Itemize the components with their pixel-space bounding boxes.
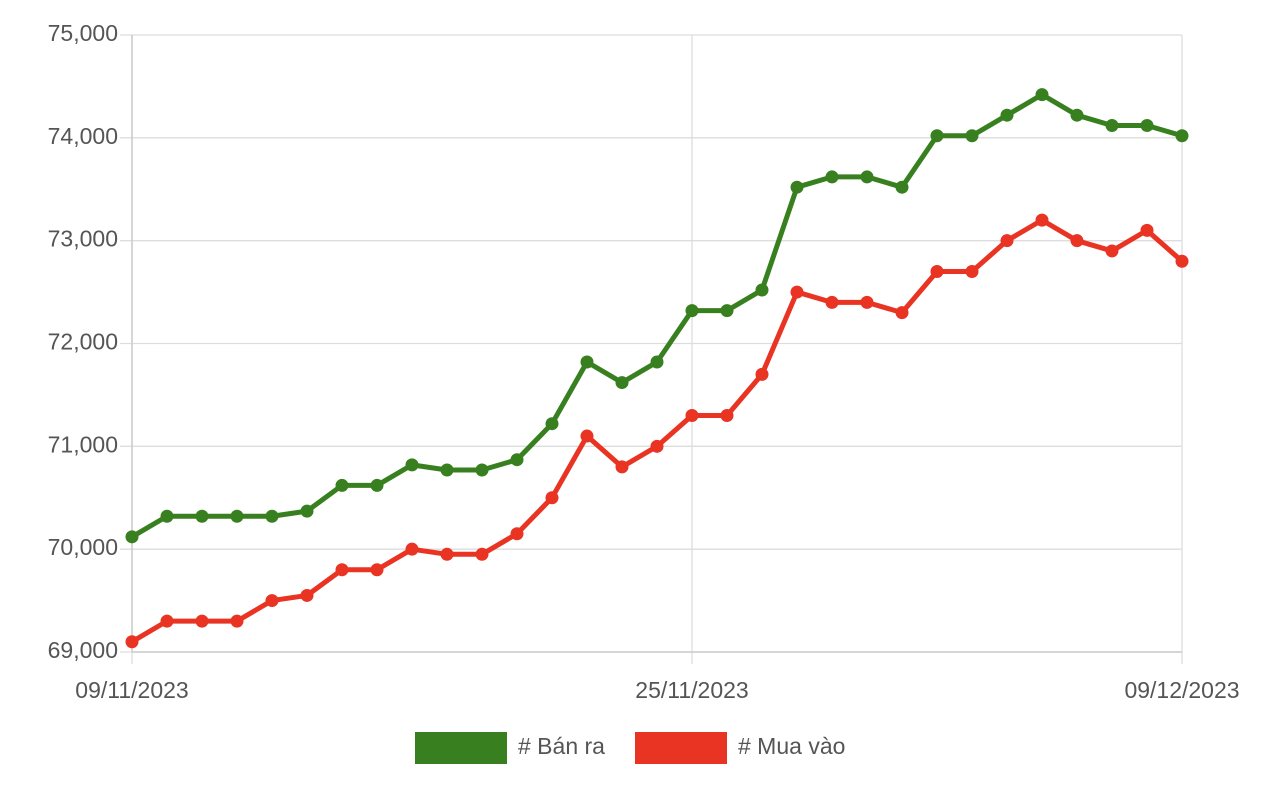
- data-point: [860, 170, 874, 184]
- data-point: [755, 367, 769, 381]
- legend-label: # Bán ra: [518, 733, 605, 759]
- data-point: [475, 463, 489, 477]
- data-point: [300, 504, 314, 518]
- data-point: [300, 588, 314, 602]
- data-point: [930, 129, 944, 143]
- data-point: [1070, 234, 1084, 248]
- data-point: [1140, 223, 1154, 237]
- x-tick-label: 25/11/2023: [635, 677, 748, 703]
- series-line: [130, 217, 1184, 644]
- data-point: [685, 408, 699, 422]
- data-point: [755, 283, 769, 297]
- data-point: [615, 460, 629, 474]
- data-point: [1105, 244, 1119, 258]
- data-point: [440, 463, 454, 477]
- data-point: [160, 614, 174, 628]
- data-point: [930, 265, 944, 279]
- y-tick-label: 71,000: [48, 431, 118, 457]
- y-tick-label: 75,000: [48, 20, 118, 46]
- data-point: [475, 547, 489, 561]
- data-point: [650, 439, 664, 453]
- data-point: [335, 563, 349, 577]
- data-point: [580, 355, 594, 369]
- data-point: [195, 509, 209, 523]
- data-point: [1000, 234, 1014, 248]
- data-point: [125, 635, 139, 649]
- x-tick-label: 09/12/2023: [1124, 677, 1239, 703]
- y-tick-label: 73,000: [48, 226, 118, 252]
- data-point: [650, 355, 664, 369]
- data-point: [1175, 254, 1189, 268]
- y-tick-label: 70,000: [48, 534, 118, 560]
- data-point: [405, 458, 419, 472]
- data-point: [790, 285, 804, 299]
- data-point: [1175, 129, 1189, 143]
- data-point: [720, 408, 734, 422]
- data-point: [370, 563, 384, 577]
- data-point: [265, 509, 279, 523]
- y-tick-label: 69,000: [48, 637, 118, 663]
- data-point: [720, 304, 734, 318]
- series-line: [130, 92, 1183, 539]
- legend-swatch: [635, 732, 727, 764]
- y-tick-label: 74,000: [48, 123, 118, 149]
- data-point: [405, 542, 419, 556]
- data-point: [545, 417, 559, 431]
- data-point: [1035, 213, 1049, 227]
- data-point: [160, 509, 174, 523]
- data-point: [125, 530, 139, 544]
- data-point: [1035, 88, 1049, 102]
- data-point: [510, 527, 524, 541]
- data-point: [230, 509, 244, 523]
- data-point: [1140, 118, 1154, 132]
- data-point: [510, 453, 524, 467]
- legend-label: # Mua vào: [738, 733, 845, 759]
- data-point: [370, 478, 384, 492]
- data-point: [335, 478, 349, 492]
- data-point: [1000, 108, 1014, 122]
- data-point: [860, 295, 874, 309]
- data-point: [615, 376, 629, 390]
- data-point: [1070, 108, 1084, 122]
- legend-swatch: [415, 732, 507, 764]
- data-point: [1105, 118, 1119, 132]
- data-point: [195, 614, 209, 628]
- data-point: [825, 170, 839, 184]
- data-point: [440, 547, 454, 561]
- data-point: [825, 295, 839, 309]
- y-tick-label: 72,000: [48, 329, 118, 355]
- x-tick-label: 09/11/2023: [75, 677, 188, 703]
- data-point: [230, 614, 244, 628]
- data-point: [965, 129, 979, 143]
- data-point: [965, 265, 979, 279]
- data-point: [685, 304, 699, 318]
- data-point: [580, 429, 594, 443]
- data-point: [545, 491, 559, 505]
- data-point: [895, 306, 909, 320]
- data-point: [265, 594, 279, 608]
- data-point: [895, 180, 909, 194]
- data-point: [790, 180, 804, 194]
